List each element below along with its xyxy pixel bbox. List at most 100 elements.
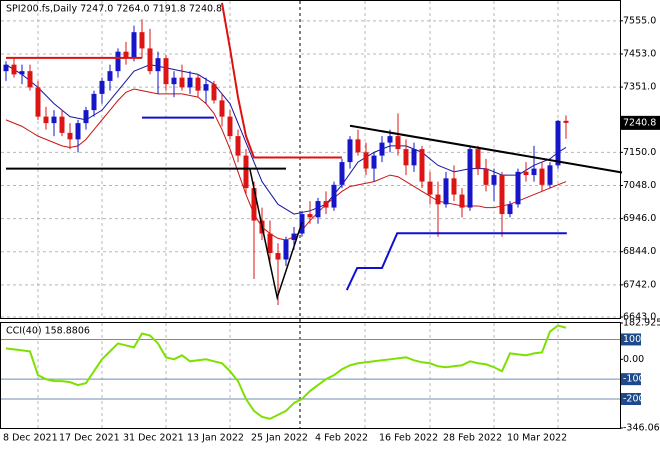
candle-body <box>427 181 433 195</box>
cci-line <box>5 324 567 420</box>
candle-body <box>451 178 457 195</box>
candle-body <box>387 136 393 143</box>
candle-body <box>203 84 209 91</box>
drawn-line <box>345 232 567 291</box>
candle-body <box>139 32 145 49</box>
candle-body <box>283 240 289 260</box>
candle-body <box>155 58 161 72</box>
candle-body <box>219 100 225 117</box>
x-tick-label: 31 Dec 2021 <box>123 433 184 444</box>
candle-body <box>531 168 537 176</box>
level-label-box <box>621 373 641 386</box>
candle-body <box>35 87 41 117</box>
candle-body <box>51 116 57 124</box>
moving-line <box>5 64 567 215</box>
y-tick-label: -100 <box>623 374 645 385</box>
y-tick-label: 7048.0 <box>623 180 656 191</box>
drawn-line <box>349 124 623 174</box>
candle-body <box>523 171 529 176</box>
candle-body <box>235 136 241 156</box>
chart-title: SPI200.fs,Daily 7247.0 7264.0 7191.8 724… <box>6 4 222 15</box>
x-tick-label: 10 Mar 2022 <box>507 433 567 444</box>
candle-body <box>267 233 273 254</box>
x-tick-label: 28 Feb 2022 <box>443 433 502 444</box>
candle-body <box>307 214 313 218</box>
y-tick-label: 6742.0 <box>623 279 656 290</box>
candle-body <box>395 136 401 150</box>
candle-body <box>179 77 185 88</box>
candle-body <box>107 71 113 81</box>
candle-body <box>419 149 425 182</box>
candle-body <box>491 175 497 185</box>
candle-body <box>411 149 417 166</box>
y-tick-label: 7150.0 <box>623 147 656 158</box>
candle-body <box>243 155 249 189</box>
candle-body <box>131 32 137 59</box>
candle-body <box>187 77 193 88</box>
main-panel-frame <box>0 0 621 319</box>
y-tick-label: 7453.0 <box>623 48 656 59</box>
candle-body <box>483 168 489 185</box>
cci-panel-frame <box>0 322 621 429</box>
candle-body <box>115 51 121 72</box>
y-tick-label: -200 <box>623 394 645 405</box>
candle-body <box>363 152 369 169</box>
price-label-box <box>620 115 660 130</box>
level-label-box <box>621 333 641 346</box>
candle-body <box>379 142 385 156</box>
candle-body <box>291 233 297 241</box>
candle-body <box>251 188 257 221</box>
candle-body <box>83 110 89 124</box>
candle-body <box>171 77 177 85</box>
candle-body <box>19 71 25 75</box>
candle-body <box>227 116 233 137</box>
candle-body <box>75 123 81 140</box>
candle-body <box>323 201 329 208</box>
y-tick-label: 182.9258 <box>623 318 660 329</box>
candle-body <box>563 120 569 123</box>
x-tick-label: 17 Dec 2021 <box>59 433 120 444</box>
y-tick-label: 0.00 <box>623 354 644 365</box>
candle-body <box>507 204 513 215</box>
indicator-title: CCI(40) 158.8806 <box>6 326 90 337</box>
candle-body <box>91 93 97 111</box>
candle-body <box>515 171 521 205</box>
candle-body <box>435 194 441 205</box>
candle-body <box>43 116 49 124</box>
candle-body <box>211 84 217 101</box>
candle-body <box>99 80 105 94</box>
candle-body <box>195 77 201 91</box>
level-label-box <box>621 393 641 406</box>
y-tick-label: -346.068 <box>623 423 660 434</box>
candle-body <box>467 149 473 208</box>
candle-body <box>347 139 353 163</box>
price-label: 7240.8 <box>623 117 656 128</box>
x-tick-label: 16 Feb 2022 <box>379 433 438 444</box>
candle-body <box>403 149 409 166</box>
candle-body <box>11 64 17 75</box>
candle-body <box>315 201 321 218</box>
candle-body <box>475 149 481 169</box>
candle-body <box>27 71 33 88</box>
x-tick-label: 8 Dec 2021 <box>3 433 58 444</box>
candle-body <box>355 139 361 153</box>
x-tick-label: 4 Feb 2022 <box>315 433 368 444</box>
moving-line <box>5 88 567 241</box>
candle-body <box>67 132 73 140</box>
y-tick-label: 6643.0 <box>623 312 656 323</box>
candle-body <box>555 120 561 166</box>
candle-body <box>331 184 337 208</box>
y-tick-label: 6946.0 <box>623 213 656 224</box>
x-tick-label: 13 Jan 2022 <box>187 433 244 444</box>
candle-body <box>339 162 345 185</box>
candle-body <box>443 178 449 205</box>
candle-body <box>499 175 505 215</box>
y-tick-label: 7555.0 <box>623 15 656 26</box>
candle-body <box>147 48 153 72</box>
candle-body <box>163 58 169 85</box>
drawn-line <box>249 169 303 301</box>
x-tick-label: 25 Jan 2022 <box>251 433 308 444</box>
